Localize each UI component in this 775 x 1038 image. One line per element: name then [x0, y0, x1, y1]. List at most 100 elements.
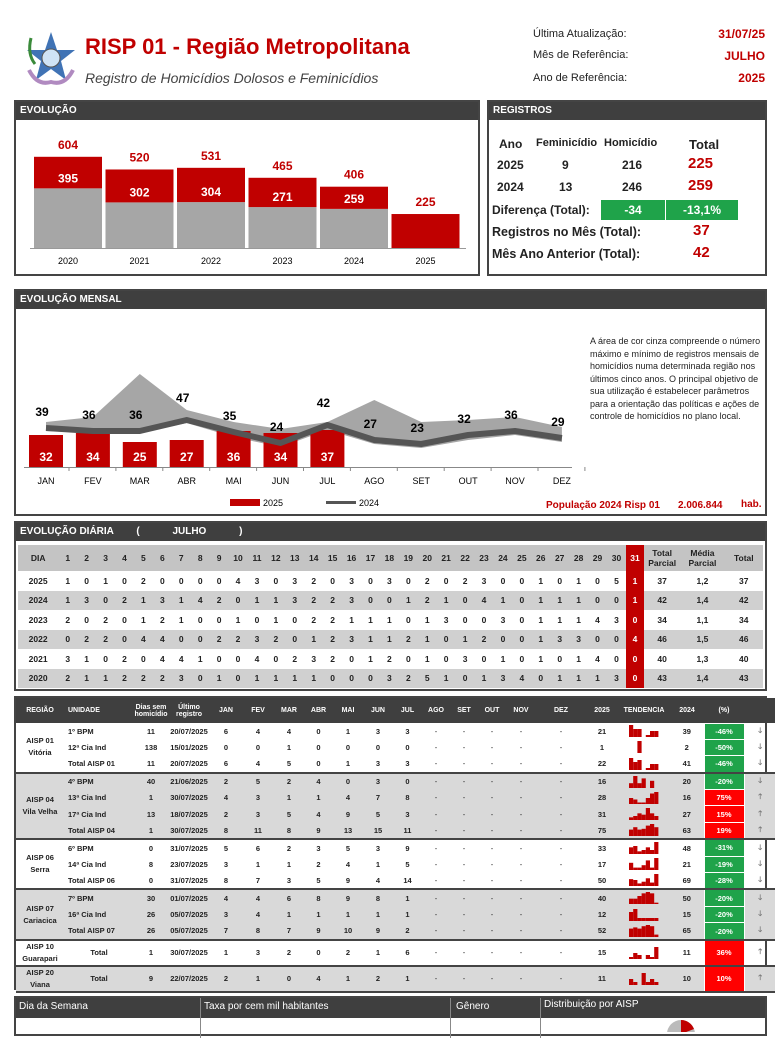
region-city: Guarapari — [22, 953, 58, 963]
month-empty: - — [462, 859, 466, 869]
daily-row: 2022 0 2 2 0 4 4 0 0 2 2 3 2 0 1 2 3 1 1 2 1 0 1 2 0 0 1 3 3 0 0 4 46 1,5… — [18, 629, 763, 649]
unit-name: 12ª Cia Ind — [68, 742, 107, 752]
x-tick-label: AGO — [364, 476, 384, 486]
month-value: 0 — [393, 772, 422, 790]
dias-sem-homicidio: 40 — [134, 772, 168, 790]
table-row: 13ª Cia Ind 1 30/07/2025 4 3 1 1 4 7 8- - - - -28 16 75… — [16, 789, 775, 807]
day-count: 2 — [58, 668, 78, 688]
total-2025: 11 — [586, 965, 618, 992]
day-header: 13 — [285, 545, 305, 571]
total-parcial: 37 — [657, 575, 667, 586]
day-count: 1 — [361, 629, 380, 649]
day-count: 2 — [96, 629, 116, 649]
day-count: 2 — [474, 629, 494, 649]
daily-row: 2021 3 1 0 2 0 4 4 1 0 0 4 0 2 3 2 0 1 2 0 1 0 3 0 1 0 1 0 1 4 0 0 40 1,3… — [18, 649, 763, 669]
arrow-down-icon: 🡓 — [744, 772, 775, 790]
month-value: 6 — [405, 948, 410, 958]
month-value: 1 — [274, 906, 304, 923]
day-count: 0 — [323, 668, 343, 688]
region-city: Cariacica — [23, 915, 57, 925]
month-value: 4 — [242, 906, 274, 923]
year-cell: 2024 — [18, 590, 59, 610]
sparkline-bar — [629, 757, 634, 770]
daily-header-row: DIA 1 2 3 4 5 6 7 8 9 10 11 12 13 14 15 16 17 18 19 20 21 22 23… — [18, 545, 763, 571]
sparkline-bar — [645, 735, 650, 738]
day-header: 17 — [361, 545, 380, 571]
bar-2025-JUL — [310, 430, 345, 467]
daily-table: DIA 1 2 3 4 5 6 7 8 9 10 11 12 13 14 15 16 17 18 19 20 21 22 23… — [18, 545, 763, 688]
day-count: 0 — [141, 653, 146, 664]
region-cell: AISP 20 Viana — [16, 965, 64, 992]
day-count: 1 — [531, 590, 551, 610]
total-2025: 50 — [597, 875, 607, 885]
month-empty: - — [462, 759, 466, 769]
bar-gray-2024 — [320, 208, 388, 248]
day-count: 1 — [417, 629, 437, 649]
col-ano: Ano — [499, 137, 523, 151]
tendencia-cell — [618, 723, 670, 739]
month-value: 2 — [210, 805, 242, 823]
day-count: 0 — [361, 590, 380, 610]
month-empty: - — [434, 843, 438, 853]
day-count: 0 — [159, 575, 165, 586]
line-2024-label: 42 — [317, 396, 331, 410]
day-count: 0 — [557, 653, 563, 664]
day-count: 1 — [247, 590, 267, 610]
day-count: 1 — [285, 668, 305, 688]
x-tick-label: JAN — [37, 476, 54, 486]
day-count: 2 — [77, 629, 97, 649]
media-parcial: 1,3 — [696, 653, 709, 664]
unit-name: 6º BPM — [68, 843, 94, 853]
sparkline-bar — [650, 763, 655, 770]
day-count: 1 — [304, 629, 324, 649]
total: 37 — [739, 575, 749, 586]
region-name: AISP 20 — [26, 967, 54, 977]
day-count: 1 — [538, 575, 544, 586]
pct-change: 36% — [703, 939, 745, 967]
tendencia-cell — [618, 856, 670, 872]
day-count: 2 — [424, 575, 430, 586]
bar-red-2022 — [177, 167, 245, 203]
row-2024-year: 2024 — [497, 180, 524, 194]
day-header: 29 — [588, 545, 607, 571]
sparkline-bar — [654, 763, 659, 770]
month-value: 5 — [316, 875, 321, 885]
sparkline-bar — [650, 824, 655, 837]
legend-2025-swatch — [230, 499, 260, 506]
bar-gray-2020 — [34, 188, 102, 248]
month-empty: - — [536, 922, 586, 940]
day-count: 0 — [614, 653, 619, 664]
taxa-header: Taxa por cem mil habitantes — [204, 1001, 329, 1012]
month-empty: - — [450, 922, 478, 940]
x-tick-label: ABR — [177, 476, 196, 486]
day-count: 2 — [323, 629, 343, 649]
month-value: 9 — [405, 843, 410, 853]
ultimo-registro: 01/07/2025 — [168, 889, 210, 907]
day-count: 0 — [228, 590, 248, 610]
day-count: 0 — [455, 668, 475, 688]
month-empty: - — [490, 859, 494, 869]
row-2024-total: 259 — [688, 177, 714, 194]
sparkline-bar — [641, 972, 646, 985]
region-city: Vila Velha — [22, 806, 58, 816]
evolucao-mensal-chart: 32 34 25 27 36 34 37 39 36 36 47 35 24 42 27 23 32 36 29 JA… — [24, 374, 586, 508]
media-parcial-header: Média Parcial — [680, 545, 725, 571]
month-value: 2 — [210, 965, 242, 992]
month-value: 4 — [242, 889, 274, 907]
month-value: 1 — [286, 859, 292, 869]
day-count: 2 — [133, 668, 153, 688]
region-cell: AISP 07 Cariacica — [16, 889, 64, 940]
month-value: 0 — [316, 742, 321, 752]
sparkline-bar — [637, 883, 642, 887]
month-empty: - — [462, 726, 466, 736]
month-header: ABR — [304, 698, 333, 723]
total-parcial: 43 — [644, 668, 681, 688]
dias-sem-homicidio: 0 — [148, 843, 154, 853]
day-count: 1 — [569, 668, 589, 688]
arrow-up-icon: 🡑 — [744, 965, 775, 992]
month-value: 3 — [255, 948, 261, 958]
pct-change: -19% — [703, 855, 745, 873]
bar-2025-label: 37 — [321, 450, 335, 464]
month-empty: - — [519, 843, 523, 853]
day-count: 3 — [462, 653, 468, 664]
